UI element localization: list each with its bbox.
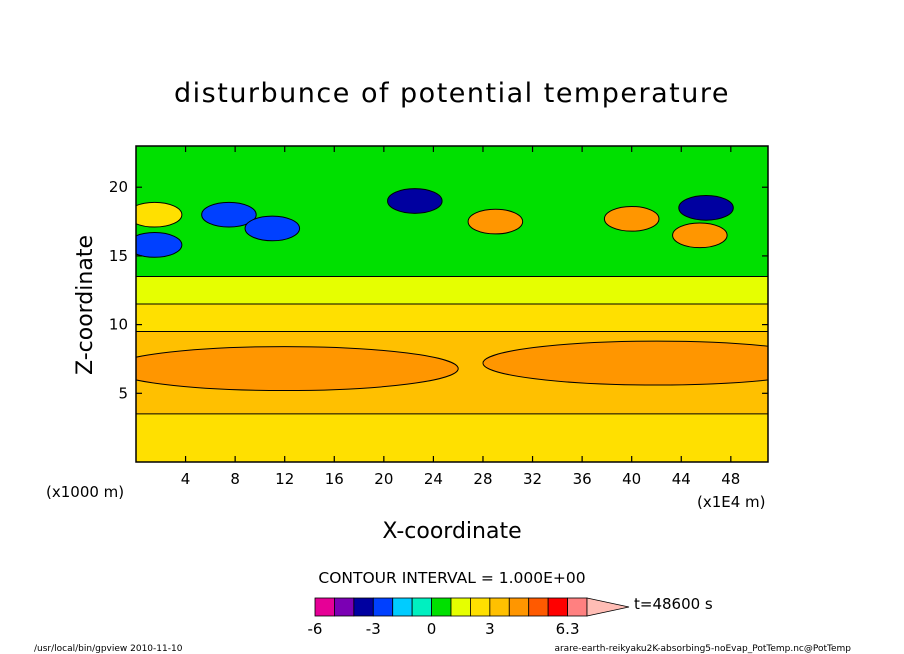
colorbar-swatch: [547, 597, 568, 617]
colorbar-swatch: [470, 597, 491, 617]
y-axis: 5 10 15 20: [109, 178, 768, 402]
colorbar-swatch: [489, 597, 510, 617]
field-feature-6: [387, 188, 443, 214]
field-feature-10: [672, 222, 728, 249]
x-tick-label: 4: [181, 470, 191, 488]
colorbar-tick-label: 0: [427, 620, 437, 638]
field-layer-2: [136, 304, 768, 332]
colorbar-swatch: [334, 597, 355, 617]
x-tick-label: 44: [672, 470, 691, 488]
colorbar: -6 -3 0 3 6.3: [308, 597, 630, 638]
colorbar-tick-label: 3: [485, 620, 495, 638]
x-unit-label: (x1E4 m): [697, 493, 766, 511]
x-tick-label: 8: [230, 470, 240, 488]
chart-title: disturbunce of potential temperature: [174, 78, 730, 109]
colorbar-swatch: [353, 597, 374, 617]
colorbar-swatch: [528, 597, 549, 617]
x-tick-label: 40: [622, 470, 641, 488]
x-tick-label: 48: [721, 470, 740, 488]
colorbar-swatch: [314, 597, 335, 617]
x-tick-label: 32: [523, 470, 542, 488]
field-feature-9: [678, 194, 734, 221]
field-feature-1: [482, 340, 768, 386]
footer-left: /usr/local/bin/gpview 2010-11-10: [34, 644, 183, 654]
field-feature-7: [467, 208, 524, 235]
field-features: [136, 188, 768, 392]
colorbar-extension: [586, 597, 630, 617]
field-feature-3: [136, 232, 183, 258]
time-label: t=48600 s: [634, 595, 713, 613]
y-tick-label: 15: [109, 247, 128, 265]
plot-area: [135, 145, 769, 463]
colorbar-swatch: [567, 597, 588, 617]
colorbar-tick-label: -6: [308, 620, 323, 638]
x-tick-label: 36: [573, 470, 592, 488]
footer-right: arare-earth-reikyaku2K-absorbing5-noEvap…: [554, 644, 851, 654]
y-tick-label: 10: [109, 316, 128, 334]
field-layer-3: [136, 276, 768, 304]
colorbar-swatch: [431, 597, 452, 617]
field-feature-4: [201, 201, 257, 228]
colorbar-swatch: [392, 597, 413, 617]
contour-interval-label: CONTOUR INTERVAL = 1.000E+00: [318, 569, 585, 587]
colorbar-tick-label: -3: [366, 620, 381, 638]
field-layer-0: [136, 413, 768, 462]
x-tick-label: 20: [374, 470, 393, 488]
field-feature-0: [136, 346, 459, 392]
colorbar-swatch: [450, 597, 471, 617]
x-axis: 4 8 12 16 20 24 28 32 36 40 44 48: [181, 146, 740, 488]
y-axis-label: Z-coordinate: [73, 235, 98, 375]
colorbar-swatch: [372, 597, 394, 617]
x-tick-label: 16: [325, 470, 344, 488]
x-axis-label: X-coordinate: [382, 519, 521, 544]
field-layers: [136, 146, 768, 462]
y-tick-label: 20: [109, 178, 128, 196]
colorbar-tick-label: 6.3: [556, 620, 580, 638]
field-feature-2: [136, 201, 183, 228]
field-feature-5: [244, 215, 301, 242]
x-tick-label: 12: [275, 470, 294, 488]
plot-frame: [135, 145, 769, 463]
colorbar-swatch: [508, 597, 530, 617]
x-tick-label: 28: [473, 470, 492, 488]
field-feature-8: [603, 205, 660, 232]
y-tick-label: 5: [118, 384, 128, 402]
y-unit-label: (x1000 m): [46, 483, 124, 501]
x-tick-label: 24: [424, 470, 443, 488]
colorbar-swatch: [411, 597, 432, 617]
